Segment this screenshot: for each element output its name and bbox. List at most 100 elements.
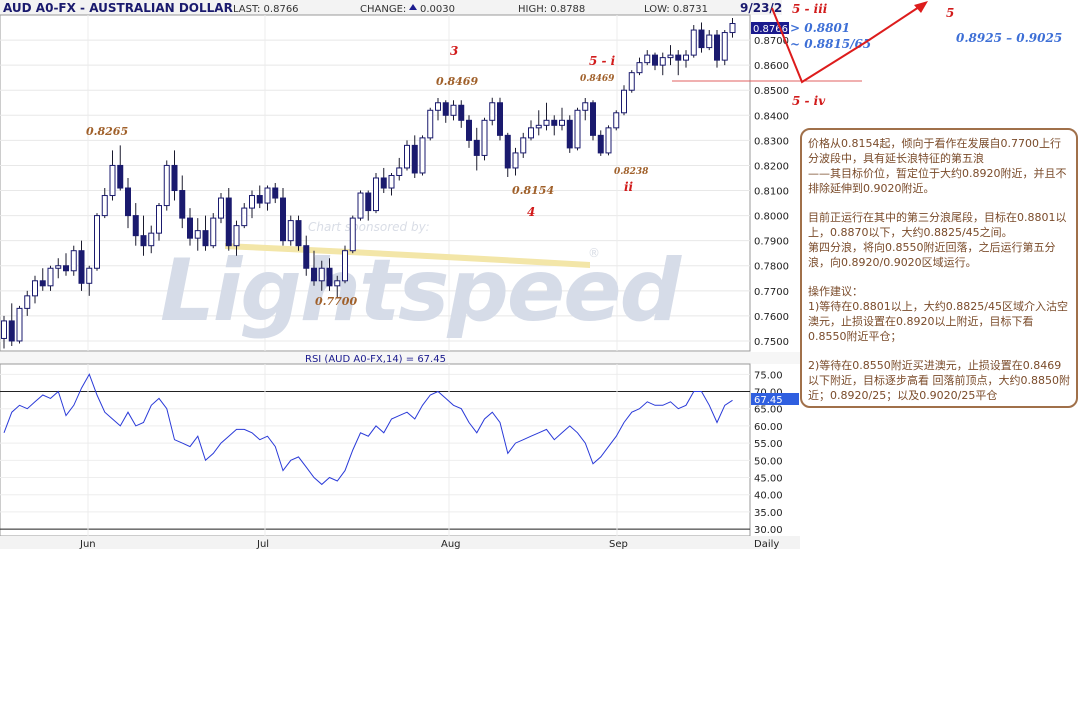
candle	[218, 193, 224, 224]
target-label-a: > 0.8801	[790, 21, 850, 35]
candle	[706, 30, 713, 51]
rsi-tick-label: 40.00	[754, 491, 783, 502]
header-background	[0, 0, 782, 15]
candle	[210, 213, 217, 249]
candle	[559, 107, 565, 131]
month-tick-label: Aug	[441, 539, 461, 550]
candle	[24, 290, 31, 316]
candle-body-up	[70, 250, 77, 272]
candle-body-up	[388, 174, 395, 189]
candle-body-up	[101, 195, 108, 217]
candle-body-up	[528, 127, 534, 139]
wave-label-5-i: 5 - i	[589, 54, 616, 68]
watermark-swoosh	[225, 243, 590, 268]
rsi-gridlines	[0, 373, 750, 530]
projection-path	[771, 7, 867, 84]
candle-body-up	[419, 137, 426, 174]
candle	[628, 70, 635, 93]
candle-body-down	[117, 164, 124, 189]
candle	[342, 245, 348, 284]
candle	[78, 240, 85, 291]
candle-body-up	[32, 280, 38, 297]
candle	[396, 157, 403, 181]
annotation-0-8238: 0.8238	[614, 167, 649, 177]
chart-date: 9/23/2	[740, 1, 782, 15]
candle-body-down	[39, 280, 46, 287]
candle-body-up	[605, 127, 612, 154]
watermark-registered: ®	[588, 246, 600, 260]
candle-body-up	[194, 230, 201, 239]
projection-arrowhead-icon	[914, 1, 928, 13]
projection-arrow-shaft	[865, 4, 923, 43]
note-paragraph-7: 2)等待在0.8550附近买进澳元，止损设置在0.8469以下附近，目标逐步高看…	[808, 359, 1070, 402]
candle	[698, 22, 705, 53]
candle	[551, 115, 558, 136]
candle	[621, 85, 627, 116]
candle	[512, 147, 519, 176]
price-axis: 0.8700 0.8600 0.8500 0.8400 0.8300 0.8200 0.81…	[754, 36, 789, 348]
rsi-current-tag	[751, 393, 799, 405]
candle-body-down	[590, 102, 596, 136]
annotation-0-8469-b: 0.8469	[580, 74, 615, 84]
change-label: CHANGE:	[360, 4, 406, 15]
candle-body-up	[690, 29, 697, 56]
candle-body-up	[636, 62, 643, 74]
candle	[543, 102, 550, 131]
candle-body-up	[574, 109, 581, 149]
candle-body-down	[140, 235, 147, 247]
candle-body-down	[63, 265, 69, 272]
candle-body-up	[667, 54, 674, 59]
candle	[419, 135, 426, 176]
candle	[466, 115, 472, 148]
candle	[427, 107, 434, 141]
candle-body-down	[280, 197, 286, 242]
candle	[140, 215, 147, 256]
candle	[101, 188, 108, 219]
candle	[94, 213, 100, 271]
candle	[32, 275, 38, 304]
candle	[481, 117, 488, 161]
candle	[233, 220, 240, 256]
candle-body-up	[241, 207, 248, 227]
candle	[194, 218, 201, 251]
note-paragraph-6: 1)等待在0.8801以上，大约0.8825/45区域介入沽空澳元，止损设置在0…	[808, 300, 1068, 343]
candle-body-down	[225, 197, 232, 247]
candle-body-up	[404, 144, 410, 169]
candle-body-down	[597, 134, 604, 154]
candle-body-down	[256, 195, 263, 204]
rsi-tick-label: 60.00	[754, 422, 783, 433]
candle	[435, 97, 441, 121]
candle	[721, 30, 728, 66]
candle-body-up	[287, 220, 294, 242]
rsi-tick-label: 50.00	[754, 456, 783, 467]
candle	[357, 190, 364, 221]
candle	[318, 260, 325, 291]
note-paragraph-2: ——其目标价位，暂定位于大约0.8920附近，并且不排除延伸到0.9020附近。	[808, 167, 1067, 195]
candle	[156, 203, 162, 241]
candle-body-up	[342, 250, 348, 282]
candle-body-up	[334, 280, 341, 287]
candle-body-up	[1, 320, 7, 339]
month-tick-label: Sep	[609, 539, 628, 550]
price-gridlines	[0, 39, 750, 342]
candle	[47, 265, 54, 291]
candle-body-up	[396, 167, 403, 176]
candle-body-down	[326, 267, 333, 287]
candle-body-down	[303, 245, 310, 269]
watermark-caption: Chart sponsored by:	[308, 220, 430, 234]
candle	[489, 97, 496, 126]
candle-body-up	[373, 177, 379, 212]
candle	[70, 245, 77, 276]
candle-body-down	[714, 34, 720, 61]
rsi-tick-label: 75.00	[754, 370, 783, 381]
price-tick-label: 0.7600	[754, 312, 789, 323]
candle-body-down	[125, 187, 131, 217]
candle	[636, 57, 643, 76]
candle	[683, 50, 689, 68]
candle-body-up	[249, 195, 255, 209]
candle	[380, 167, 387, 194]
note-paragraph-5: 操作建议：	[808, 285, 863, 298]
candle-body-up	[520, 137, 527, 154]
candle-body-up	[512, 152, 519, 169]
candle-body-up	[349, 217, 356, 252]
